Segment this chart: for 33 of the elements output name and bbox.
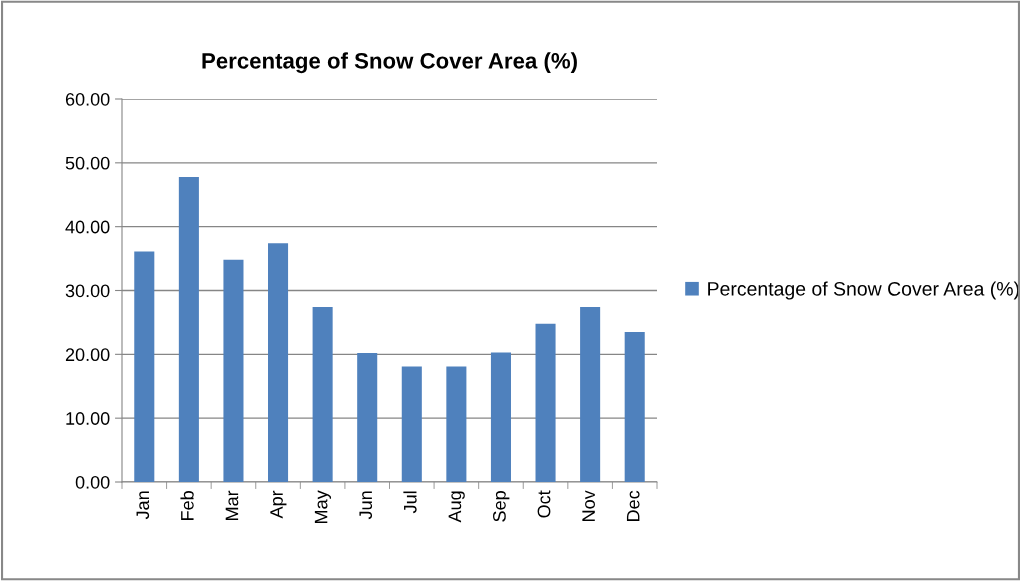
bar [490, 352, 511, 482]
x-tick-label: Nov [582, 490, 595, 521]
y-tick-label: 10.00 [66, 412, 110, 425]
x-tick-label: Mar [225, 490, 239, 520]
y-tick-label: 30.00 [65, 284, 110, 298]
bar [312, 307, 333, 482]
x-tick-label: Jan [136, 491, 150, 520]
y-tick-label: 50.00 [65, 156, 110, 170]
x-tick-label: Jul [403, 491, 417, 514]
bar [580, 307, 601, 482]
bar [624, 331, 645, 482]
y-tick-label: 20.00 [65, 348, 110, 362]
x-tick-label: Sep [493, 491, 510, 522]
bar [223, 259, 244, 482]
bar [535, 323, 556, 482]
chart-title: Percentage of Snow Cover Area (%) [202, 52, 577, 74]
bar [268, 243, 289, 482]
bar [357, 353, 378, 482]
x-tick-label: Jun [359, 491, 373, 520]
y-tick-label: 40.00 [65, 220, 110, 234]
x-tick-label: Dec [626, 490, 640, 521]
y-tick-label: 60.00 [65, 92, 110, 106]
x-tick-label: May [314, 490, 332, 523]
x-tick-label: Feb [180, 491, 194, 520]
x-tick-label: Oct [537, 490, 551, 518]
bar [401, 366, 422, 482]
legend-label: Percentage of Snow Cover Area (%) [708, 281, 1019, 300]
y-tick-label: 0.00 [75, 475, 110, 489]
bar [446, 366, 467, 482]
bar [134, 251, 155, 482]
x-tick-label: Aug [448, 491, 465, 523]
bar [178, 176, 199, 482]
x-tick-label: Apr [270, 490, 287, 519]
